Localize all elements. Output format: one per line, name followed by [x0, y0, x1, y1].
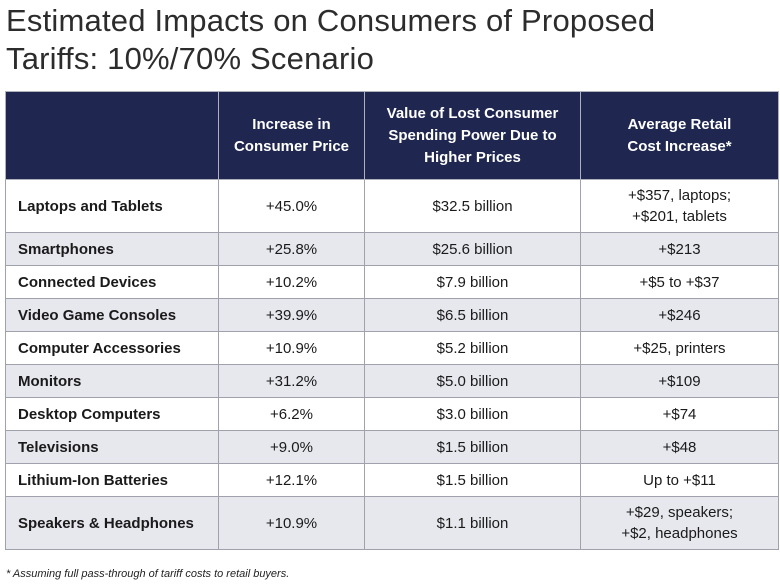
lost-spending: $5.0 billion	[364, 364, 581, 398]
column-header-line: Value of Lost Consumer	[386, 104, 559, 122]
product-name: Video Game Consoles	[5, 298, 219, 332]
product-name: Lithium-Ion Batteries	[5, 463, 219, 497]
price-increase: +31.2%	[218, 364, 365, 398]
retail-cost-line: +$2, headphones	[621, 525, 738, 542]
table-row: Connected Devices +10.2% $7.9 billion +$5 t…	[5, 265, 779, 299]
tariff-impact-table: Increase in Consumer Price Value of Lost C…	[5, 91, 779, 550]
price-increase: +10.2%	[218, 265, 365, 299]
retail-cost-increase: +$5 to +$37	[580, 265, 779, 299]
retail-cost-increase: +$74	[580, 397, 779, 431]
column-header-2: Value of Lost Consumer Spending Power Due…	[364, 91, 581, 180]
lost-spending: $1.1 billion	[364, 496, 581, 550]
lost-spending: $32.5 billion	[364, 179, 581, 233]
column-header-3: Average Retail Cost Increase*	[580, 91, 779, 180]
title-line-1: Estimated Impacts on Consumers of Propos…	[6, 3, 656, 38]
retail-cost-line: +$357, laptops;	[627, 187, 731, 204]
lost-spending: $1.5 billion	[364, 463, 581, 497]
product-name: Laptops and Tablets	[5, 179, 219, 233]
lost-spending: $6.5 billion	[364, 298, 581, 332]
column-header-0	[5, 91, 219, 180]
retail-cost-increase: +$357, laptops; +$201, tablets	[580, 179, 779, 233]
table-header: Increase in Consumer Price Value of Lost C…	[5, 91, 779, 180]
table-row: Speakers & Headphones +10.9% $1.1 billion +…	[5, 496, 779, 550]
table-row: Laptops and Tablets +45.0% $32.5 billion +$…	[5, 179, 779, 233]
column-header-line: Increase in	[252, 115, 331, 133]
footnote: * Assuming full pass-through of tariff c…	[6, 568, 290, 580]
column-header-1: Increase in Consumer Price	[218, 91, 365, 180]
product-name: Monitors	[5, 364, 219, 398]
table-row: Smartphones +25.8% $25.6 billion +$213	[5, 232, 779, 266]
product-name: Televisions	[5, 430, 219, 464]
retail-cost-line: Up to +$11	[643, 471, 716, 489]
retail-cost-increase: +$213	[580, 232, 779, 266]
retail-cost-increase: +$29, speakers; +$2, headphones	[580, 496, 779, 550]
table-row: Monitors +31.2% $5.0 billion +$109	[5, 364, 779, 398]
lost-spending: $25.6 billion	[364, 232, 581, 266]
price-increase: +9.0%	[218, 430, 365, 464]
retail-cost-line: +$109	[658, 372, 701, 390]
page-title: Estimated Impacts on Consumers of Propos…	[6, 2, 766, 78]
retail-cost-increase: +$109	[580, 364, 779, 398]
lost-spending: $5.2 billion	[364, 331, 581, 365]
table-row: Computer Accessories +10.9% $5.2 billion +$…	[5, 331, 779, 365]
price-increase: +10.9%	[218, 496, 365, 550]
retail-cost-line: +$25, printers	[633, 339, 726, 357]
price-increase: +39.9%	[218, 298, 365, 332]
column-header-line: Cost Increase*	[627, 137, 732, 155]
product-name: Speakers & Headphones	[5, 496, 219, 550]
table-row: Televisions +9.0% $1.5 billion +$48	[5, 430, 779, 464]
price-increase: +25.8%	[218, 232, 365, 266]
column-header-line: Average Retail	[627, 115, 732, 133]
retail-cost-line: +$74	[662, 405, 697, 423]
product-name: Computer Accessories	[5, 331, 219, 365]
price-increase: +6.2%	[218, 397, 365, 431]
retail-cost-line: +$246	[658, 306, 701, 324]
retail-cost-line: +$213	[658, 240, 701, 258]
lost-spending: $7.9 billion	[364, 265, 581, 299]
retail-cost-line: +$48	[662, 438, 697, 456]
price-increase: +45.0%	[218, 179, 365, 233]
retail-cost-increase: Up to +$11	[580, 463, 779, 497]
title-line-2: Tariffs: 10%/70% Scenario	[6, 41, 375, 76]
table-row: Video Game Consoles +39.9% $6.5 billion +$2…	[5, 298, 779, 332]
retail-cost-line: +$5 to +$37	[639, 273, 720, 291]
retail-cost-line: +$201, tablets	[632, 208, 727, 225]
retail-cost-increase: +$48	[580, 430, 779, 464]
column-header-line: Higher Prices	[424, 148, 521, 166]
price-increase: +12.1%	[218, 463, 365, 497]
product-name: Smartphones	[5, 232, 219, 266]
lost-spending: $1.5 billion	[364, 430, 581, 464]
column-header-line: Spending Power Due to	[388, 126, 557, 144]
retail-cost-increase: +$25, printers	[580, 331, 779, 365]
retail-cost-increase: +$246	[580, 298, 779, 332]
header-row: Increase in Consumer Price Value of Lost C…	[5, 91, 779, 180]
table-row: Lithium-Ion Batteries +12.1% $1.5 billion U…	[5, 463, 779, 497]
product-name: Connected Devices	[5, 265, 219, 299]
table-row: Desktop Computers +6.2% $3.0 billion +$74	[5, 397, 779, 431]
price-increase: +10.9%	[218, 331, 365, 365]
column-header-line: Consumer Price	[233, 137, 350, 155]
lost-spending: $3.0 billion	[364, 397, 581, 431]
retail-cost-line: +$29, speakers;	[625, 504, 734, 521]
table-body: Laptops and Tablets +45.0% $32.5 billion +$…	[5, 179, 779, 550]
product-name: Desktop Computers	[5, 397, 219, 431]
